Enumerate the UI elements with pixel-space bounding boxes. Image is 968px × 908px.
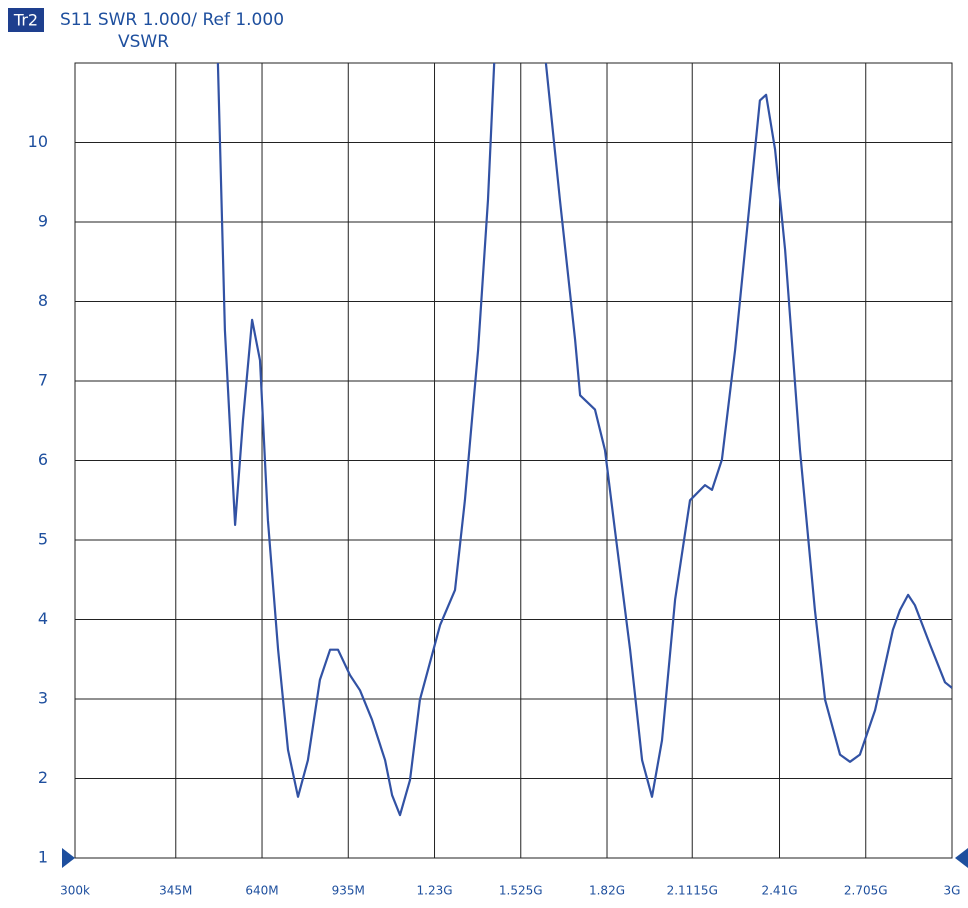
trace-badge — [8, 8, 44, 32]
y-tick-label: 10 — [28, 132, 48, 151]
y-tick-label: 9 — [38, 212, 48, 231]
ref-marker-right — [955, 848, 968, 868]
y-tick-label: 6 — [38, 450, 48, 469]
x-tick-label: 935M — [332, 884, 365, 898]
chart-title: S11 SWR 1.000/ Ref 1.000 — [60, 10, 284, 30]
x-tick-label: 300k — [60, 884, 90, 898]
x-tick-label: 1.23G — [417, 884, 453, 898]
x-tick-label: 640M — [245, 884, 278, 898]
ref-marker-left — [62, 848, 75, 868]
x-tick-label: 1.525G — [499, 884, 543, 898]
x-tick-label: 2.1115G — [667, 884, 718, 898]
y-tick-label: 1 — [38, 848, 48, 867]
x-tick-label: 1.82G — [589, 884, 625, 898]
y-tick-label: 3 — [38, 689, 48, 708]
y-tick-label: 4 — [38, 609, 48, 628]
x-tick-label: 345M — [159, 884, 192, 898]
x-tick-label: 2.705G — [844, 884, 888, 898]
y-tick-label: 2 — [38, 768, 48, 787]
y-tick-label: 7 — [38, 371, 48, 390]
x-tick-label: 2.41G — [761, 884, 797, 898]
y-tick-label: 8 — [38, 291, 48, 310]
chart-subtitle: VSWR — [118, 32, 169, 52]
x-tick-label: 3G — [944, 884, 961, 898]
y-tick-label: 5 — [38, 530, 48, 549]
trace-line — [216, 63, 952, 817]
trace-label: Tr2 — [13, 11, 38, 30]
